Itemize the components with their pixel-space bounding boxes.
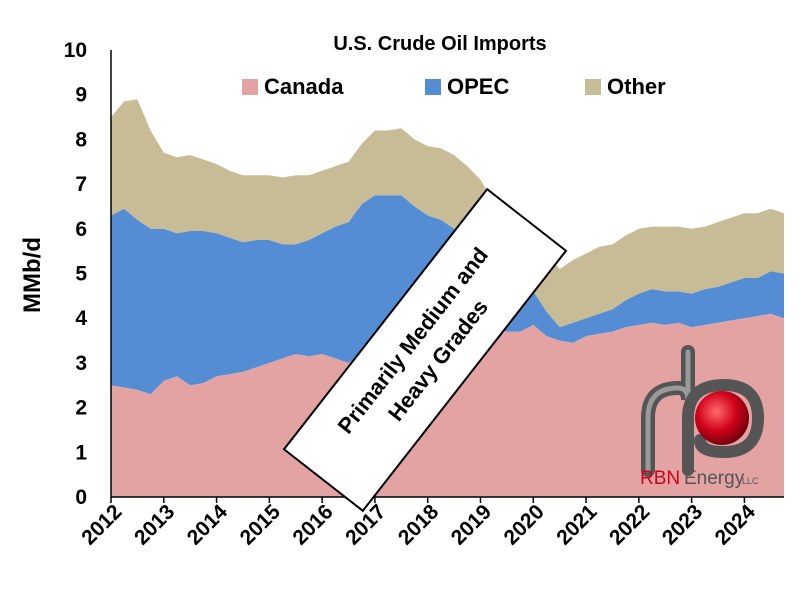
logo-ring-icon — [682, 378, 765, 476]
x-tick-label: 2020 — [500, 500, 549, 549]
legend-swatch-canada — [242, 79, 258, 95]
y-tick-label: 9 — [75, 84, 87, 107]
y-tick-label: 0 — [75, 486, 87, 509]
y-tick-label: 7 — [75, 173, 87, 196]
x-tick-label: 2015 — [236, 500, 286, 550]
axes — [110, 50, 784, 503]
logo-red-ball-icon — [695, 391, 749, 445]
y-tick-label: 8 — [75, 128, 87, 151]
legend-label-opec: OPEC — [447, 74, 509, 99]
x-tick-label: 2023 — [658, 500, 707, 549]
y-tick-label: 4 — [75, 307, 87, 330]
y-tick-label: 3 — [75, 352, 87, 375]
y-tick-label: 6 — [75, 218, 87, 241]
legend: Canada OPEC Other — [242, 74, 666, 99]
x-tick-label: 2024 — [711, 500, 761, 550]
legend-label-canada: Canada — [264, 74, 344, 99]
y-axis-label: MMb/d — [19, 237, 46, 313]
x-tick-label: 2022 — [605, 500, 654, 549]
y-tick-label: 5 — [75, 263, 87, 286]
legend-swatch-opec — [425, 79, 441, 95]
x-tick-label: 2016 — [288, 500, 337, 549]
legend-label-other: Other — [607, 74, 666, 99]
area-series-canada — [111, 313, 784, 497]
x-tick-label: 2019 — [447, 500, 496, 549]
x-tick-label: 2014 — [183, 500, 233, 550]
x-tick-label: 2021 — [552, 500, 602, 550]
legend-swatch-other — [585, 79, 601, 95]
y-tick-label: 2 — [75, 397, 87, 420]
rbn-logo: RBN Energy LLC — [640, 345, 765, 489]
x-tick-label: 2013 — [130, 500, 179, 549]
logo-secondary-text: Energy — [684, 468, 745, 489]
logo-suffix-text: LLC — [742, 476, 759, 486]
x-tick-labels: 2012 2013 2014 2015 2016 2017 2018 2019 2020 2021… — [77, 500, 760, 550]
y-tick-labels: 0 1 2 3 4 5 6 7 8 9 10 — [64, 39, 88, 509]
chart-title: U.S. Crude Oil Imports — [333, 33, 546, 55]
area-series-other — [111, 99, 784, 328]
y-tick-label: 10 — [64, 39, 87, 62]
y-tick-label: 1 — [75, 441, 87, 464]
logo-brand-text: RBN — [640, 468, 680, 489]
x-tick-label: 2018 — [394, 500, 444, 550]
annotation-box — [282, 187, 568, 513]
